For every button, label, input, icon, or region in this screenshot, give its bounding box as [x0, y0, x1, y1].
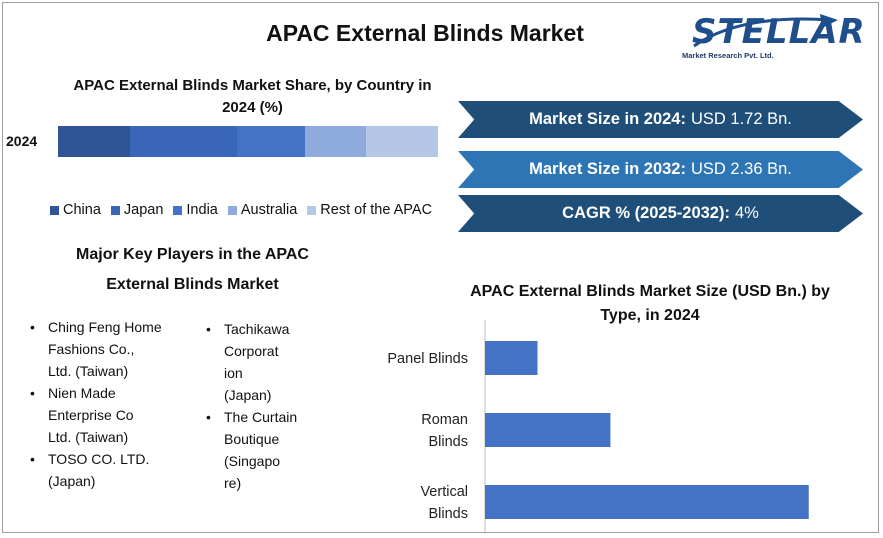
banner-value: USD 1.72 Bn. [690, 110, 792, 128]
banner-label: Market Size in 2024: [529, 110, 686, 128]
share-legend: China Japan India Australia Rest of the APAC [50, 202, 432, 218]
legend-item: Rest of the APAC [307, 202, 432, 218]
share-segment-japan [130, 126, 237, 157]
type-chart-title-line1: APAC External Blinds Market Size (USD Bn… [470, 283, 830, 300]
legend-label: Australia [240, 202, 298, 218]
share-year-label: 2024 [6, 133, 38, 149]
page-title: APAC External Blinds Market [266, 20, 584, 46]
legend-item: Japan [110, 202, 164, 218]
banner-label: CAGR % (2025-2032): [562, 204, 730, 222]
share-segment-rest-of-the-apac [365, 126, 438, 157]
legend-swatch [50, 205, 59, 215]
players-column-1: • Ching Feng Home Fashions Co., Ltd. (Tai… [30, 316, 205, 492]
player-item: • Ching Feng Home Fashions Co., Ltd. (Tai… [30, 316, 205, 382]
player-name: Nien Made Enterprise Co Ltd. (Taiwan) [48, 385, 134, 445]
players-column-2: • Tachikawa Corporat ion (Japan) • The Curt… [206, 318, 326, 494]
share-segment-australia [304, 126, 366, 157]
type-category-label: Vertical Blinds [420, 484, 468, 522]
share-chart-title: APAC External Blinds Market Share, by Co… [73, 77, 432, 116]
share-segment-china [58, 126, 131, 157]
legend-label: Japan [123, 202, 164, 218]
player-name: The Curtain Boutique (Singapo re) [224, 409, 298, 491]
banner-label: Market Size in 2032: [529, 160, 686, 178]
type-bar [485, 341, 538, 375]
type-chart-title-line2: Type, in 2024 [600, 307, 700, 324]
player-item: • Nien Made Enterprise Co Ltd. (Taiwan) [30, 382, 205, 448]
legend-swatch [110, 205, 120, 215]
player-item: • TOSO CO. LTD. (Japan) [30, 448, 205, 492]
type-chart-title: APAC External Blinds Market Size (USD Bn… [445, 280, 855, 328]
players-title: Major Key Players in the APAC External B… [40, 240, 345, 300]
market-banner: CAGR % (2025-2032): 4% [458, 195, 863, 232]
player-item: • The Curtain Boutique (Singapo re) [206, 406, 326, 494]
players-title-line1: Major Key Players in the APAC [76, 246, 309, 263]
legend-label: China [63, 202, 101, 218]
bullet-icon: • [30, 451, 35, 467]
logo-name: STELLAR [692, 12, 866, 52]
legend-item: China [50, 202, 101, 218]
share-stacked-bar [58, 126, 438, 157]
bullet-icon: • [30, 385, 35, 401]
bullet-icon: • [206, 409, 211, 425]
share-segment-india [236, 126, 305, 157]
type-category-label: Roman Blinds [421, 412, 468, 450]
legend-item: Australia [227, 202, 298, 218]
player-name: TOSO CO. LTD. (Japan) [48, 451, 150, 489]
type-bar [485, 413, 611, 447]
banner-value: USD 2.36 Bn. [690, 160, 792, 178]
players-title-line2: External Blinds Market [106, 276, 279, 293]
legend-item: India [173, 202, 218, 218]
legend-label: Rest of the APAC [320, 202, 433, 218]
player-name: Tachikawa Corporat ion (Japan) [224, 321, 290, 403]
player-name: Ching Feng Home Fashions Co., Ltd. (Taiw… [48, 319, 162, 379]
logo: STELLAR Market Research Pvt. Ltd. [680, 6, 865, 66]
type-bar [485, 485, 809, 519]
market-banner: Market Size in 2024: USD 1.72 Bn. [458, 101, 863, 138]
bullet-icon: • [206, 321, 211, 337]
bullet-icon: • [30, 319, 35, 335]
banner-value: 4% [734, 204, 759, 222]
logo-swoosh-icon [693, 14, 838, 48]
player-item: • Tachikawa Corporat ion (Japan) [206, 318, 326, 406]
legend-swatch [173, 205, 183, 215]
market-banner: Market Size in 2032: USD 2.36 Bn. [458, 151, 863, 188]
logo-subtitle: Market Research Pvt. Ltd. [682, 51, 774, 60]
legend-swatch [227, 205, 237, 215]
type-category-label: Panel Blinds [387, 351, 468, 367]
legend-swatch [307, 205, 317, 215]
legend-label: India [186, 202, 218, 218]
type-bar-chart: Panel Blinds Roman Blinds Vertical Blinds [387, 320, 809, 534]
